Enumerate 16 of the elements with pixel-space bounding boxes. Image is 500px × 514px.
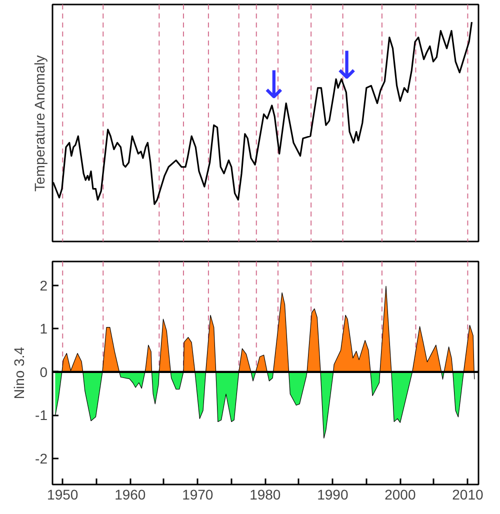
annotation: ↓ <box>258 63 290 108</box>
x-tick-label: 1970 <box>182 486 214 502</box>
x-tick-label: 1960 <box>114 486 146 502</box>
y-tick-label: 0 <box>40 364 48 380</box>
y-tick-label: -2 <box>35 450 48 467</box>
y-axis-title: Temperature Anomaly <box>32 55 48 192</box>
x-tick-label: 1950 <box>47 486 78 502</box>
x-tick-label: 2010 <box>452 486 484 502</box>
x-tick-label: 1990 <box>317 486 348 502</box>
y-axis-title: Nino 3.4 <box>11 346 28 400</box>
y-tick-label: 1 <box>40 320 48 337</box>
x-tick-label: 1980 <box>250 486 281 502</box>
x-tick-label: 2000 <box>384 486 416 502</box>
annotation: ↓ <box>330 43 363 88</box>
y-tick-label: 2 <box>40 277 48 294</box>
y-tick-label: -1 <box>35 407 48 424</box>
